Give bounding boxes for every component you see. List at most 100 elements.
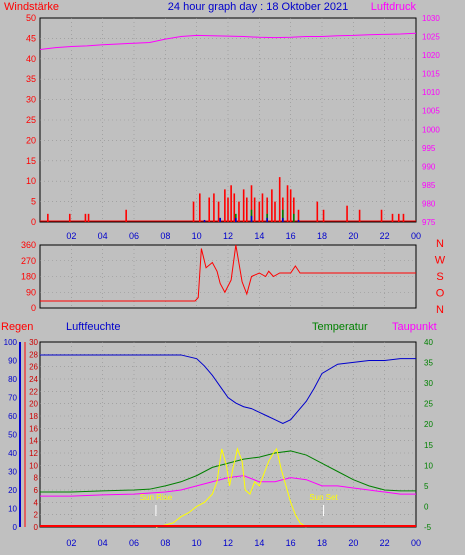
right-axis-title: Luftdruck: [371, 1, 417, 13]
pressure-tick-label: 980: [422, 199, 436, 208]
wind-gust-bar: [246, 197, 248, 222]
regen-tick-label: 20: [8, 486, 17, 495]
x-tick-label-bottom: 08: [160, 538, 170, 548]
compass-label: O: [436, 288, 445, 300]
x-tick-label: 00: [411, 231, 421, 241]
wind-gust-bar: [278, 177, 281, 222]
compass-label: N: [436, 238, 444, 250]
temperature-line: [40, 450, 416, 493]
x-tick-label: 10: [192, 231, 202, 241]
sunrise-label: Sun Rise: [140, 493, 173, 502]
luftfeuchte-tick-label: 18: [29, 412, 38, 421]
wind-tick-label: 35: [26, 74, 36, 84]
wind-gust-bar: [233, 193, 236, 222]
x-tick-label: 12: [223, 231, 233, 241]
temperatur-tick-label: 5: [424, 482, 429, 491]
wind-gust-bar: [274, 201, 276, 222]
panel2-grid: [40, 245, 416, 308]
x-tick-label: 14: [254, 231, 264, 241]
temperatur-tick-label: 30: [424, 379, 433, 388]
regen-tick-label: 90: [8, 357, 17, 366]
luftfeuchte-tick-label: 6: [34, 486, 39, 495]
wind-tick-label: 10: [26, 176, 36, 186]
wind-gust-bar: [261, 193, 264, 222]
luftfeuchte-tick-label: 4: [34, 498, 39, 507]
wind-average-bar: [203, 219, 206, 222]
x-tick-label: 16: [286, 231, 296, 241]
wind-tick-label: 25: [26, 115, 36, 125]
x-tick-label-bottom: 18: [317, 538, 327, 548]
wind-tick-label: 15: [26, 156, 36, 166]
regen-tick-label: 70: [8, 394, 17, 403]
luftfeuchte-label: Luftfeuchte: [66, 321, 120, 333]
wind-gust-bar: [286, 185, 289, 222]
regen-label: Regen: [1, 321, 33, 333]
x-tick-label-bottom: 16: [286, 538, 296, 548]
wind-average-bar: [297, 219, 300, 222]
x-tick-label: 08: [160, 231, 170, 241]
x-tick-label: 04: [98, 231, 108, 241]
wind-gust-bar: [199, 193, 201, 222]
luftfeuchte-tick-label: 24: [29, 375, 38, 384]
wind-gust-bar: [68, 213, 71, 222]
wind-gust-bar: [316, 201, 319, 222]
compass-label: N: [436, 304, 444, 316]
luftfeuchte-tick-label: 20: [29, 400, 38, 409]
wind-tick-label: 40: [26, 54, 36, 64]
temperatur-tick-label: 15: [424, 441, 433, 450]
regen-tick-label: 100: [4, 338, 18, 347]
wind-gust-bar: [217, 201, 220, 222]
x-tick-label-bottom: 22: [380, 538, 390, 548]
wind-gust-bar: [293, 197, 295, 222]
wind-gust-bar: [266, 197, 268, 222]
wind-gust-bar: [213, 193, 215, 222]
wind-gust-bar: [192, 201, 195, 222]
compass-label: W: [435, 255, 446, 267]
temperatur-tick-label: 35: [424, 359, 433, 368]
solar-line: [155, 447, 307, 528]
x-tick-label-bottom: 20: [348, 538, 358, 548]
left-axis-title: Windstärke: [4, 1, 59, 13]
taupunkt-label: Taupunkt: [392, 321, 437, 333]
temperatur-tick-label: 40: [424, 338, 433, 347]
x-tick-label-bottom: 14: [254, 538, 264, 548]
x-tick-label: 22: [380, 231, 390, 241]
wind-gust-bar: [391, 213, 394, 222]
wind-gust-bar: [87, 213, 90, 222]
wind-gust-bar: [230, 185, 232, 222]
wind-gust-bar: [253, 197, 256, 222]
humidity-line: [40, 354, 416, 424]
wind-average-bar: [282, 209, 284, 222]
wind-average-bar: [266, 217, 268, 222]
luftfeuchte-tick-label: 22: [29, 387, 38, 396]
x-tick-label: 20: [348, 231, 358, 241]
regen-tick-label: 30: [8, 468, 17, 477]
wind-gust-bar: [322, 209, 325, 222]
x-tick-label-bottom: 10: [192, 538, 202, 548]
panel3-grid: [40, 342, 416, 527]
wind-gust-bar: [346, 205, 348, 222]
luftfeuchte-tick-label: 26: [29, 363, 38, 372]
pressure-tick-label: 1020: [422, 51, 440, 60]
luftfeuchte-tick-label: 28: [29, 350, 38, 359]
direction-tick-label: 0: [31, 303, 36, 313]
wind-average-bar: [235, 217, 237, 222]
wind-gust-bar: [271, 189, 273, 222]
temperatur-tick-label: 10: [424, 461, 433, 470]
wind-gust-bar: [242, 189, 245, 222]
x-tick-label: 18: [317, 231, 327, 241]
temperatur-tick-label: 25: [424, 400, 433, 409]
regen-tick-label: 0: [13, 523, 18, 532]
pressure-tick-label: 1015: [422, 70, 440, 79]
x-tick-label-bottom: 12: [223, 538, 233, 548]
wind-gust-bar: [380, 209, 383, 222]
direction-tick-label: 90: [26, 287, 36, 297]
pressure-tick-label: 1000: [422, 125, 440, 134]
wind-gust-bar: [358, 209, 361, 222]
wind-gust-bar: [289, 189, 292, 222]
pressure-tick-label: 1010: [422, 88, 440, 97]
regen-tick-label: 50: [8, 431, 17, 440]
wind-tick-label: 50: [26, 13, 36, 23]
wind-direction-line: [40, 244, 416, 302]
luftfeuchte-tick-label: 10: [29, 461, 38, 470]
